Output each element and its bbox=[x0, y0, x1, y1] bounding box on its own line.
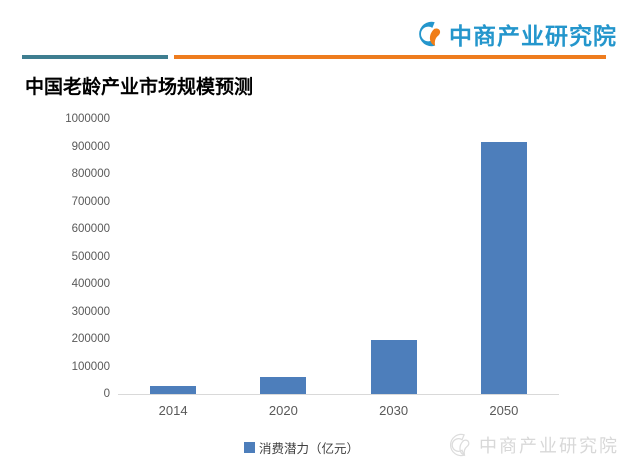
x-axis-tick-label: 2020 bbox=[268, 403, 298, 418]
legend-marker bbox=[244, 442, 255, 453]
y-axis-tick-label: 800000 bbox=[71, 168, 110, 180]
bar-2050 bbox=[480, 142, 527, 394]
watermark: 中商产业研究院 bbox=[447, 432, 619, 458]
bar-2030 bbox=[370, 340, 417, 394]
bar-2020 bbox=[260, 376, 307, 394]
watermark-text: 中商产业研究院 bbox=[479, 436, 619, 456]
y-axis-tick-label: 500000 bbox=[71, 250, 110, 263]
y-axis-tick-label: 600000 bbox=[71, 223, 110, 235]
x-axis-line bbox=[118, 394, 559, 395]
x-axis-tick-label: 2050 bbox=[489, 403, 519, 418]
x-axis-tick-label: 2030 bbox=[379, 403, 409, 418]
bar-2014 bbox=[150, 385, 197, 394]
y-axis-tick-label: 100000 bbox=[71, 360, 110, 373]
y-axis-tick-label: 0 bbox=[103, 388, 110, 400]
watermark-icon bbox=[447, 432, 473, 458]
y-axis-tick-label: 400000 bbox=[71, 278, 110, 290]
chart-legend: 消费潜力（亿元） bbox=[244, 438, 359, 457]
divider-orange-line bbox=[174, 55, 606, 59]
y-axis-tick-label: 1000000 bbox=[65, 113, 110, 125]
page-title: 中国老龄产业市场规模预测 bbox=[25, 77, 254, 98]
legend-label: 消费潜力（亿元） bbox=[259, 442, 360, 456]
y-axis-tick-label: 300000 bbox=[71, 305, 110, 318]
y-axis-tick-label: 700000 bbox=[71, 195, 110, 208]
brand-logo-icon bbox=[415, 19, 445, 49]
y-axis-tick-label: 900000 bbox=[71, 140, 110, 153]
y-axis-tick-label: 200000 bbox=[71, 333, 110, 345]
divider-teal-line bbox=[22, 55, 168, 59]
brand-logo-text: 中商产业研究院 bbox=[449, 23, 617, 49]
brand-logo: 中商产业研究院 bbox=[415, 17, 617, 51]
x-axis-tick-label: 2014 bbox=[158, 403, 188, 418]
